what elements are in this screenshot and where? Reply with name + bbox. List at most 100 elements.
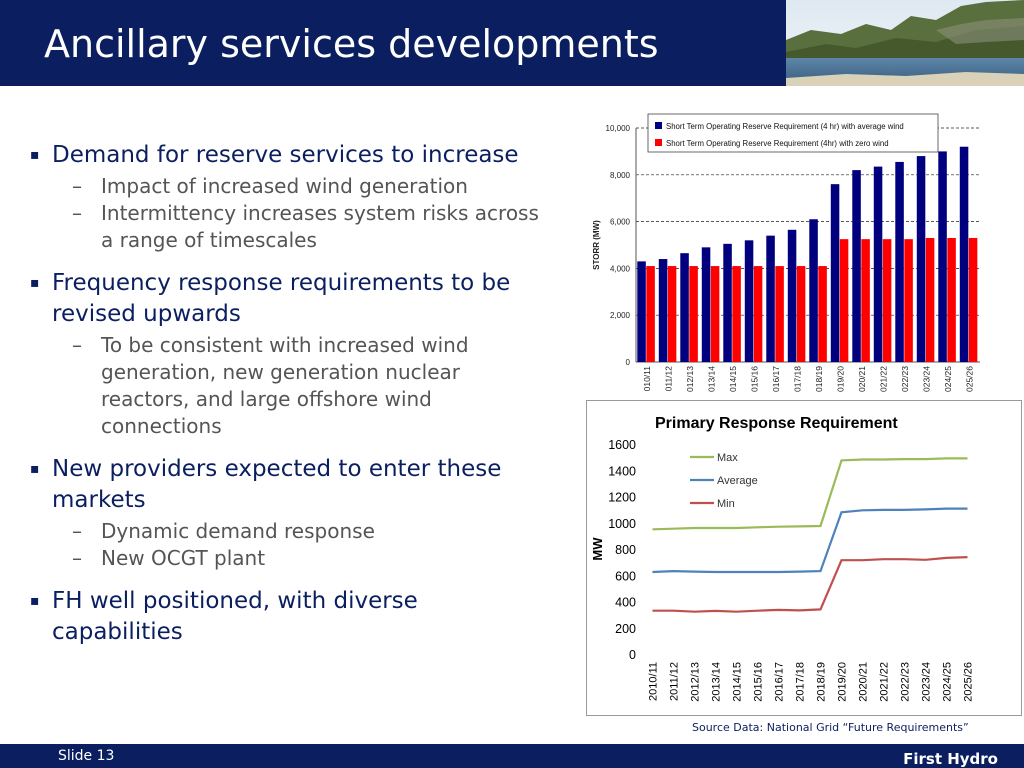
bar-zero-wind bbox=[947, 237, 956, 362]
x-tick-label: 2023/24 bbox=[921, 662, 933, 702]
y-tick-label: 6,000 bbox=[610, 218, 631, 227]
x-tick-label: 015/16 bbox=[749, 366, 759, 392]
bar-zero-wind bbox=[753, 266, 763, 362]
series-line-max bbox=[652, 457, 968, 531]
bar-zero-wind bbox=[818, 266, 827, 362]
y-tick-label: 0 bbox=[629, 648, 636, 662]
y-tick-label: 10,000 bbox=[606, 124, 631, 133]
bar-average-wind bbox=[938, 151, 947, 362]
bar-zero-wind bbox=[904, 239, 913, 362]
sub-bullet-item: – To be consistent with increased wind ge… bbox=[30, 332, 540, 440]
x-tick-label: 2025/26 bbox=[963, 662, 975, 702]
sub-bullet-item: – New OCGT plant bbox=[30, 545, 540, 572]
x-tick-label: 2022/23 bbox=[900, 662, 912, 702]
y-tick-label: 400 bbox=[615, 596, 636, 610]
y-tick-label: 4,000 bbox=[610, 264, 631, 273]
bullet-marker: ▪ bbox=[30, 275, 40, 291]
bullet-text: Demand for reserve services to increase bbox=[52, 142, 519, 168]
bar-average-wind bbox=[959, 146, 969, 362]
y-tick-label: 800 bbox=[615, 543, 636, 557]
bar-zero-wind bbox=[667, 266, 677, 362]
bullet-marker: ▪ bbox=[30, 593, 40, 609]
brand-name: First Hydro bbox=[903, 750, 998, 768]
sub-bullet-text: Dynamic demand response bbox=[101, 519, 375, 543]
legend-swatch bbox=[655, 122, 662, 129]
y-axis-label: STORR (MW) bbox=[592, 220, 601, 270]
y-tick-label: 1400 bbox=[608, 464, 636, 478]
landscape-photo bbox=[786, 0, 1024, 86]
x-tick-label: 2016/17 bbox=[774, 662, 786, 702]
primary-response-chart: Primary Response Requirement 0 200 400 600 80… bbox=[586, 400, 1022, 716]
x-tick-label: 2021/22 bbox=[879, 662, 891, 702]
bullet-marker: ▪ bbox=[30, 147, 40, 163]
bar-average-wind bbox=[916, 156, 926, 362]
series-line-average bbox=[652, 507, 968, 574]
bar-zero-wind bbox=[775, 266, 784, 362]
bar-average-wind bbox=[658, 259, 668, 362]
bar-zero-wind bbox=[839, 239, 849, 362]
sub-bullet-item: – Impact of increased wind generation bbox=[30, 173, 540, 200]
bar-average-wind bbox=[873, 166, 883, 362]
chart-title: Primary Response Requirement bbox=[655, 415, 898, 432]
bullet-text: Frequency response requirements to be re… bbox=[52, 270, 511, 327]
bar-zero-wind bbox=[861, 239, 870, 362]
x-tick-label: 017/18 bbox=[792, 366, 802, 392]
x-tick-label: 2014/15 bbox=[732, 662, 744, 702]
bullet-item: ▪ FH well positioned, with diverse capabi… bbox=[30, 586, 540, 648]
legend-label: Short Term Operating Reserve Requirement… bbox=[666, 139, 889, 148]
bar-zero-wind bbox=[925, 237, 935, 362]
bar-average-wind bbox=[744, 240, 754, 362]
x-tick-label: 019/20 bbox=[835, 366, 845, 392]
bar-average-wind bbox=[852, 170, 861, 362]
x-tick-label: 014/15 bbox=[728, 366, 738, 392]
x-tick-label: 2013/14 bbox=[711, 662, 723, 702]
dash-marker: – bbox=[72, 174, 82, 198]
x-tick-label: 022/23 bbox=[900, 366, 910, 392]
y-tick-label: 600 bbox=[615, 569, 636, 583]
sub-bullet-item: – Intermittency increases system risks ac… bbox=[30, 200, 540, 254]
x-tick-label: 024/25 bbox=[943, 366, 953, 392]
x-tick-label: 023/24 bbox=[921, 366, 931, 392]
sub-bullet-text: Intermittency increases system risks acr… bbox=[101, 201, 539, 252]
bar-zero-wind bbox=[689, 266, 698, 362]
legend-label: Min bbox=[717, 498, 735, 510]
bullet-item: ▪ New providers expected to enter these m… bbox=[30, 454, 540, 516]
bullet-text: New providers expected to enter these ma… bbox=[52, 456, 502, 513]
x-tick-label: 2015/16 bbox=[753, 662, 765, 702]
x-tick-label: 2010/11 bbox=[648, 662, 660, 701]
x-tick-label: 2019/20 bbox=[837, 662, 849, 702]
y-axis-label: MW bbox=[590, 537, 605, 561]
x-tick-label: 2020/21 bbox=[858, 662, 870, 702]
dash-marker: – bbox=[72, 333, 82, 357]
y-tick-label: 200 bbox=[615, 622, 636, 636]
bar-average-wind bbox=[787, 229, 797, 362]
bullet-text: FH well positioned, with diverse capabil… bbox=[52, 588, 418, 645]
bar-average-wind bbox=[809, 219, 818, 362]
bar-average-wind bbox=[895, 161, 904, 362]
x-tick-label: 2011/12 bbox=[669, 662, 681, 701]
y-tick-label: 0 bbox=[626, 358, 631, 367]
bullet-content: ▪ Demand for reserve services to increase… bbox=[30, 140, 540, 650]
y-tick-label: 2,000 bbox=[610, 311, 631, 320]
y-tick-label: 1000 bbox=[608, 517, 636, 531]
bar-average-wind bbox=[723, 243, 732, 362]
bar-zero-wind bbox=[710, 266, 720, 362]
y-tick-label: 8,000 bbox=[610, 171, 631, 180]
sub-bullet-item: – Dynamic demand response bbox=[30, 518, 540, 545]
bullet-marker: ▪ bbox=[30, 461, 40, 477]
x-tick-label: 016/17 bbox=[771, 366, 781, 392]
sub-bullet-text: Impact of increased wind generation bbox=[101, 174, 468, 198]
storr-chart: 0 2,000 4,000 6,000 8,000 10,000 010/11 011/12 0… bbox=[588, 110, 988, 402]
x-tick-label: 2012/13 bbox=[690, 662, 702, 702]
bar-zero-wind bbox=[732, 266, 741, 362]
x-tick-label: 2024/25 bbox=[942, 662, 954, 702]
source-note: Source Data: National Grid “Future Requi… bbox=[692, 721, 969, 734]
dash-marker: – bbox=[72, 201, 82, 225]
bar-average-wind bbox=[830, 184, 840, 362]
slide-number: Slide 13 bbox=[58, 748, 115, 764]
x-tick-label: 012/13 bbox=[685, 366, 695, 392]
x-tick-label: 011/12 bbox=[663, 366, 673, 392]
x-tick-label: 018/19 bbox=[814, 366, 824, 392]
x-tick-label: 020/21 bbox=[857, 366, 867, 392]
footer-bar bbox=[0, 744, 1024, 768]
